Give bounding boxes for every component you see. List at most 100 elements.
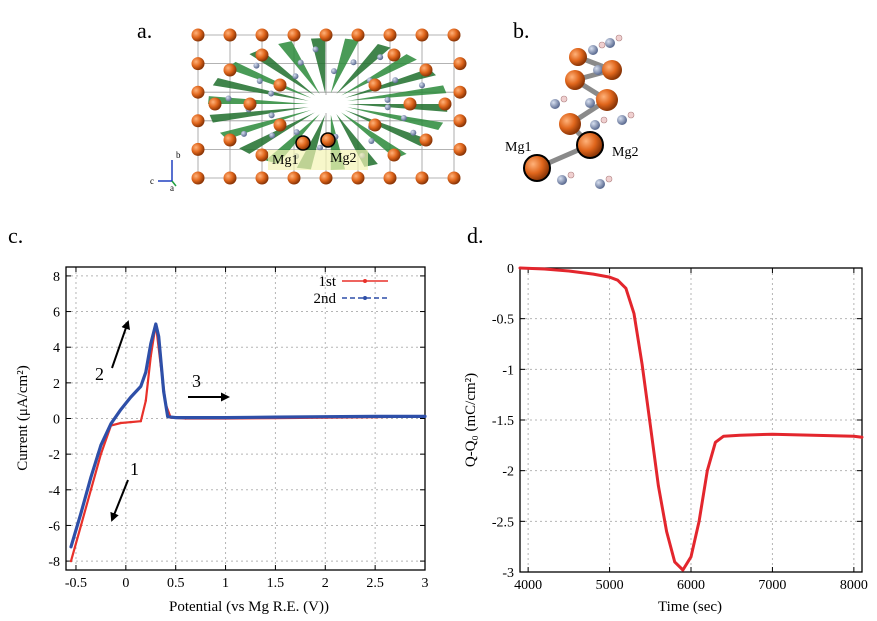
data-point-series-1 [129, 420, 133, 424]
y-tick-label: -4 [48, 484, 60, 499]
ligand-atom [225, 95, 232, 102]
mg-atom [191, 28, 205, 42]
axis-b-label: b [176, 150, 181, 160]
hydrogen-atom [627, 111, 635, 119]
mg-atom [565, 70, 585, 90]
data-point-series-2 [157, 335, 160, 338]
polyhedron-shape [212, 77, 309, 101]
polyhedron-shape [347, 85, 447, 101]
data-point-series-2 [166, 415, 169, 418]
ligand-atom [418, 82, 425, 89]
y-tick-label: -1 [502, 363, 514, 378]
hydrogen-atom [598, 41, 606, 49]
cv-x-axis-label: Potential (vs Mg R.E. (V)) [169, 599, 329, 615]
polyhedron-shape [239, 112, 315, 154]
mg-atom [319, 171, 333, 185]
mg-atom [453, 142, 467, 156]
q-x-axis-label: Time (sec) [658, 599, 722, 615]
arrow-1 [110, 479, 129, 522]
label-highlight [268, 150, 368, 170]
ligand-atom [330, 68, 337, 75]
data-point-series-2 [129, 395, 133, 399]
x-tick-label: 1.5 [267, 576, 285, 591]
polyhedron-shape [341, 54, 417, 96]
ligand-atom [400, 115, 407, 122]
ligand-atom [269, 132, 276, 139]
ligand-atom [253, 62, 260, 69]
mg-atom [191, 57, 205, 71]
y-tick-label: -3 [502, 566, 514, 581]
data-point-series-2 [144, 370, 147, 374]
data-point-series-1 [89, 488, 93, 491]
x-tick-label: 0.5 [167, 576, 185, 591]
data-point-series-2 [162, 390, 165, 393]
y-tick-label: 6 [53, 306, 60, 321]
mg-atom [351, 28, 365, 42]
hydrogen-atom [567, 171, 575, 179]
data-point-series-1 [99, 452, 103, 456]
cv-annotations: 1 2 3 [95, 320, 230, 522]
mg-atom [602, 60, 622, 80]
ligand-atom [384, 96, 391, 103]
ligand-atom [410, 129, 417, 136]
mg-atom [255, 48, 269, 62]
mg-atom [596, 89, 618, 111]
data-point-series-1 [69, 559, 73, 563]
ligand-atom [240, 130, 247, 137]
ligand-atom [588, 45, 598, 55]
y-tick-label: 2 [53, 377, 60, 392]
ligand-atom [317, 144, 324, 151]
cv-legend: 1st 2nd [314, 274, 388, 307]
annotation-1: 1 [130, 459, 139, 479]
mg-atom [191, 114, 205, 128]
hydrogen-atom [600, 116, 608, 124]
mg-atom [191, 85, 205, 99]
cv-chart: -0.5 0 0.5 1 1.5 2 2.5 3 -8 -6 -4 -2 0 2 4 6 8 [48, 266, 429, 591]
mg-atom [368, 78, 382, 92]
data-point-series-2 [89, 476, 93, 479]
ligand-atom [595, 179, 605, 189]
data-point-series-2 [373, 415, 377, 418]
crystal-structure-illustration [191, 28, 467, 185]
data-point-series-2 [423, 415, 427, 418]
panel-d: d. 4000 5000 6000 7000 8000 0 -0.5 -1 -1.5 -2 -2.5… [463, 223, 868, 615]
y-tick-label: -6 [48, 519, 60, 534]
atom-label-mg1: Mg1 [272, 153, 298, 168]
x-tick-label: 1 [222, 576, 229, 591]
x-tick-label: 4000 [514, 578, 542, 593]
ligand-atom [268, 90, 275, 97]
y-tick-label: -2 [502, 465, 514, 480]
mg-atom [255, 28, 269, 42]
annotation-3: 3 [192, 371, 201, 391]
mg-atom [415, 171, 429, 185]
data-point-series-1 [119, 421, 123, 425]
data-point-series-2 [99, 444, 103, 447]
atom-label-mg2: Mg2 [330, 151, 356, 166]
mg-atom [351, 171, 365, 185]
ligand-atom [350, 59, 357, 66]
mg-atom [273, 118, 287, 132]
ligand-atom [617, 115, 627, 125]
mg-atom [223, 133, 237, 147]
mg-atom [191, 171, 205, 185]
data-point-series-2 [149, 342, 152, 345]
x-tick-label: 3 [422, 576, 429, 591]
ligand-atom [293, 129, 300, 136]
hydrogen-atom [560, 95, 568, 103]
data-point-series-2 [109, 422, 113, 426]
axis-c-label: c [150, 176, 154, 186]
panel-a-label: a. [137, 18, 152, 43]
y-tick-label: -0.5 [492, 313, 514, 328]
mg1-atom [295, 135, 311, 151]
mg-atom [387, 48, 401, 62]
mg-atom [447, 28, 461, 42]
x-tick-label: 6000 [677, 578, 705, 593]
panel-c-label: c. [8, 223, 23, 248]
mg-atom [191, 142, 205, 156]
y-tick-label: 8 [53, 270, 60, 285]
ligand-atom [384, 104, 391, 111]
polyhedron-shape [336, 43, 391, 94]
cv-y-axis-label: Current (μA/cm²) [15, 365, 31, 470]
mg-atom [559, 113, 581, 135]
x-tick-label: 2 [322, 576, 329, 591]
